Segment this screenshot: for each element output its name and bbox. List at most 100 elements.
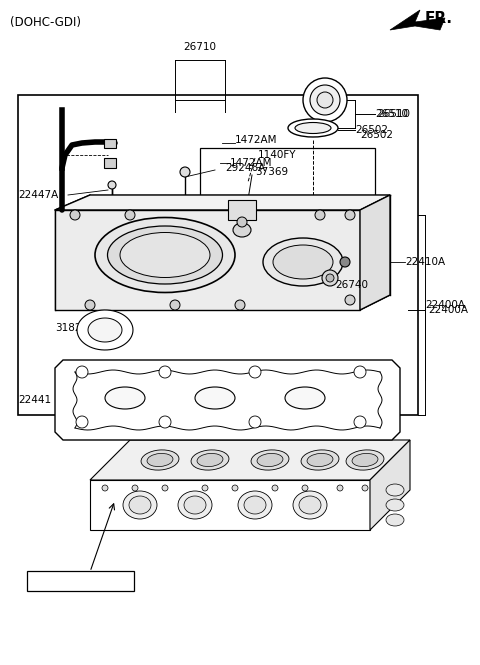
Ellipse shape bbox=[307, 454, 333, 467]
Ellipse shape bbox=[123, 491, 157, 519]
Ellipse shape bbox=[293, 491, 327, 519]
Polygon shape bbox=[88, 318, 122, 342]
FancyBboxPatch shape bbox=[27, 571, 134, 591]
Circle shape bbox=[76, 366, 88, 378]
Bar bbox=[18, 95, 418, 415]
Ellipse shape bbox=[301, 450, 339, 470]
Ellipse shape bbox=[195, 387, 235, 409]
Text: 26510: 26510 bbox=[375, 109, 408, 119]
Circle shape bbox=[303, 78, 347, 122]
Circle shape bbox=[125, 210, 135, 220]
Circle shape bbox=[315, 210, 325, 220]
Ellipse shape bbox=[295, 122, 331, 134]
Circle shape bbox=[85, 300, 95, 310]
Text: 26502: 26502 bbox=[360, 130, 393, 140]
Circle shape bbox=[310, 85, 340, 115]
Circle shape bbox=[202, 485, 208, 491]
Ellipse shape bbox=[233, 223, 251, 237]
Polygon shape bbox=[90, 440, 410, 480]
Circle shape bbox=[337, 485, 343, 491]
Text: 26510: 26510 bbox=[377, 109, 410, 119]
Ellipse shape bbox=[141, 450, 179, 470]
Circle shape bbox=[322, 270, 338, 286]
Ellipse shape bbox=[238, 491, 272, 519]
Text: 1472AM: 1472AM bbox=[230, 158, 273, 168]
Circle shape bbox=[132, 485, 138, 491]
Circle shape bbox=[102, 485, 108, 491]
Text: 22410A: 22410A bbox=[405, 257, 445, 267]
Circle shape bbox=[345, 295, 355, 305]
Circle shape bbox=[272, 485, 278, 491]
Ellipse shape bbox=[178, 491, 212, 519]
Text: 22400A: 22400A bbox=[428, 305, 468, 315]
Circle shape bbox=[354, 366, 366, 378]
Text: 22447A: 22447A bbox=[18, 190, 58, 200]
Ellipse shape bbox=[244, 496, 266, 514]
Circle shape bbox=[232, 485, 238, 491]
Bar bbox=[104, 158, 116, 168]
Ellipse shape bbox=[105, 387, 145, 409]
Circle shape bbox=[180, 167, 190, 177]
Circle shape bbox=[345, 210, 355, 220]
Bar bbox=[104, 139, 116, 148]
Circle shape bbox=[249, 366, 261, 378]
Ellipse shape bbox=[184, 496, 206, 514]
Text: 26710: 26710 bbox=[183, 42, 216, 52]
Circle shape bbox=[302, 485, 308, 491]
Text: 22400A: 22400A bbox=[425, 300, 465, 310]
Polygon shape bbox=[55, 210, 360, 310]
Circle shape bbox=[340, 257, 350, 267]
Circle shape bbox=[170, 300, 180, 310]
Circle shape bbox=[317, 92, 333, 108]
Circle shape bbox=[70, 210, 80, 220]
Polygon shape bbox=[370, 440, 410, 530]
Text: FR.: FR. bbox=[425, 11, 453, 25]
Text: 1140FY: 1140FY bbox=[258, 150, 297, 160]
Ellipse shape bbox=[108, 226, 223, 284]
Polygon shape bbox=[55, 195, 390, 210]
Ellipse shape bbox=[346, 450, 384, 470]
Text: 22441: 22441 bbox=[18, 395, 51, 405]
Ellipse shape bbox=[191, 450, 229, 470]
Polygon shape bbox=[390, 10, 445, 30]
Ellipse shape bbox=[95, 217, 235, 293]
Text: 37369: 37369 bbox=[255, 167, 288, 177]
Ellipse shape bbox=[288, 119, 338, 137]
Text: (DOHC-GDI): (DOHC-GDI) bbox=[10, 15, 81, 29]
Circle shape bbox=[362, 485, 368, 491]
Ellipse shape bbox=[386, 484, 404, 496]
Ellipse shape bbox=[251, 450, 289, 470]
Text: REF.: REF. bbox=[33, 577, 54, 585]
Circle shape bbox=[237, 217, 247, 227]
Circle shape bbox=[235, 300, 245, 310]
Ellipse shape bbox=[386, 514, 404, 526]
Ellipse shape bbox=[386, 499, 404, 511]
Ellipse shape bbox=[352, 454, 378, 467]
Circle shape bbox=[159, 416, 171, 428]
Bar bbox=[228, 200, 256, 220]
Ellipse shape bbox=[257, 454, 283, 467]
Ellipse shape bbox=[120, 233, 210, 277]
Polygon shape bbox=[77, 310, 133, 350]
Ellipse shape bbox=[263, 238, 343, 286]
Text: 29246A: 29246A bbox=[225, 163, 265, 173]
Ellipse shape bbox=[197, 454, 223, 467]
Circle shape bbox=[326, 274, 334, 282]
Ellipse shape bbox=[285, 387, 325, 409]
Text: 31822: 31822 bbox=[55, 323, 88, 333]
Text: 26502: 26502 bbox=[355, 125, 388, 135]
Circle shape bbox=[249, 416, 261, 428]
Ellipse shape bbox=[299, 496, 321, 514]
Circle shape bbox=[108, 181, 116, 189]
Circle shape bbox=[159, 366, 171, 378]
Text: 26740: 26740 bbox=[335, 280, 368, 290]
Bar bbox=[200, 148, 375, 226]
Polygon shape bbox=[90, 480, 370, 530]
Ellipse shape bbox=[273, 245, 333, 279]
Text: 20-221B: 20-221B bbox=[58, 577, 96, 585]
Polygon shape bbox=[55, 360, 400, 440]
Circle shape bbox=[354, 416, 366, 428]
Ellipse shape bbox=[147, 454, 173, 467]
Circle shape bbox=[162, 485, 168, 491]
Text: 1472AM: 1472AM bbox=[235, 135, 277, 145]
